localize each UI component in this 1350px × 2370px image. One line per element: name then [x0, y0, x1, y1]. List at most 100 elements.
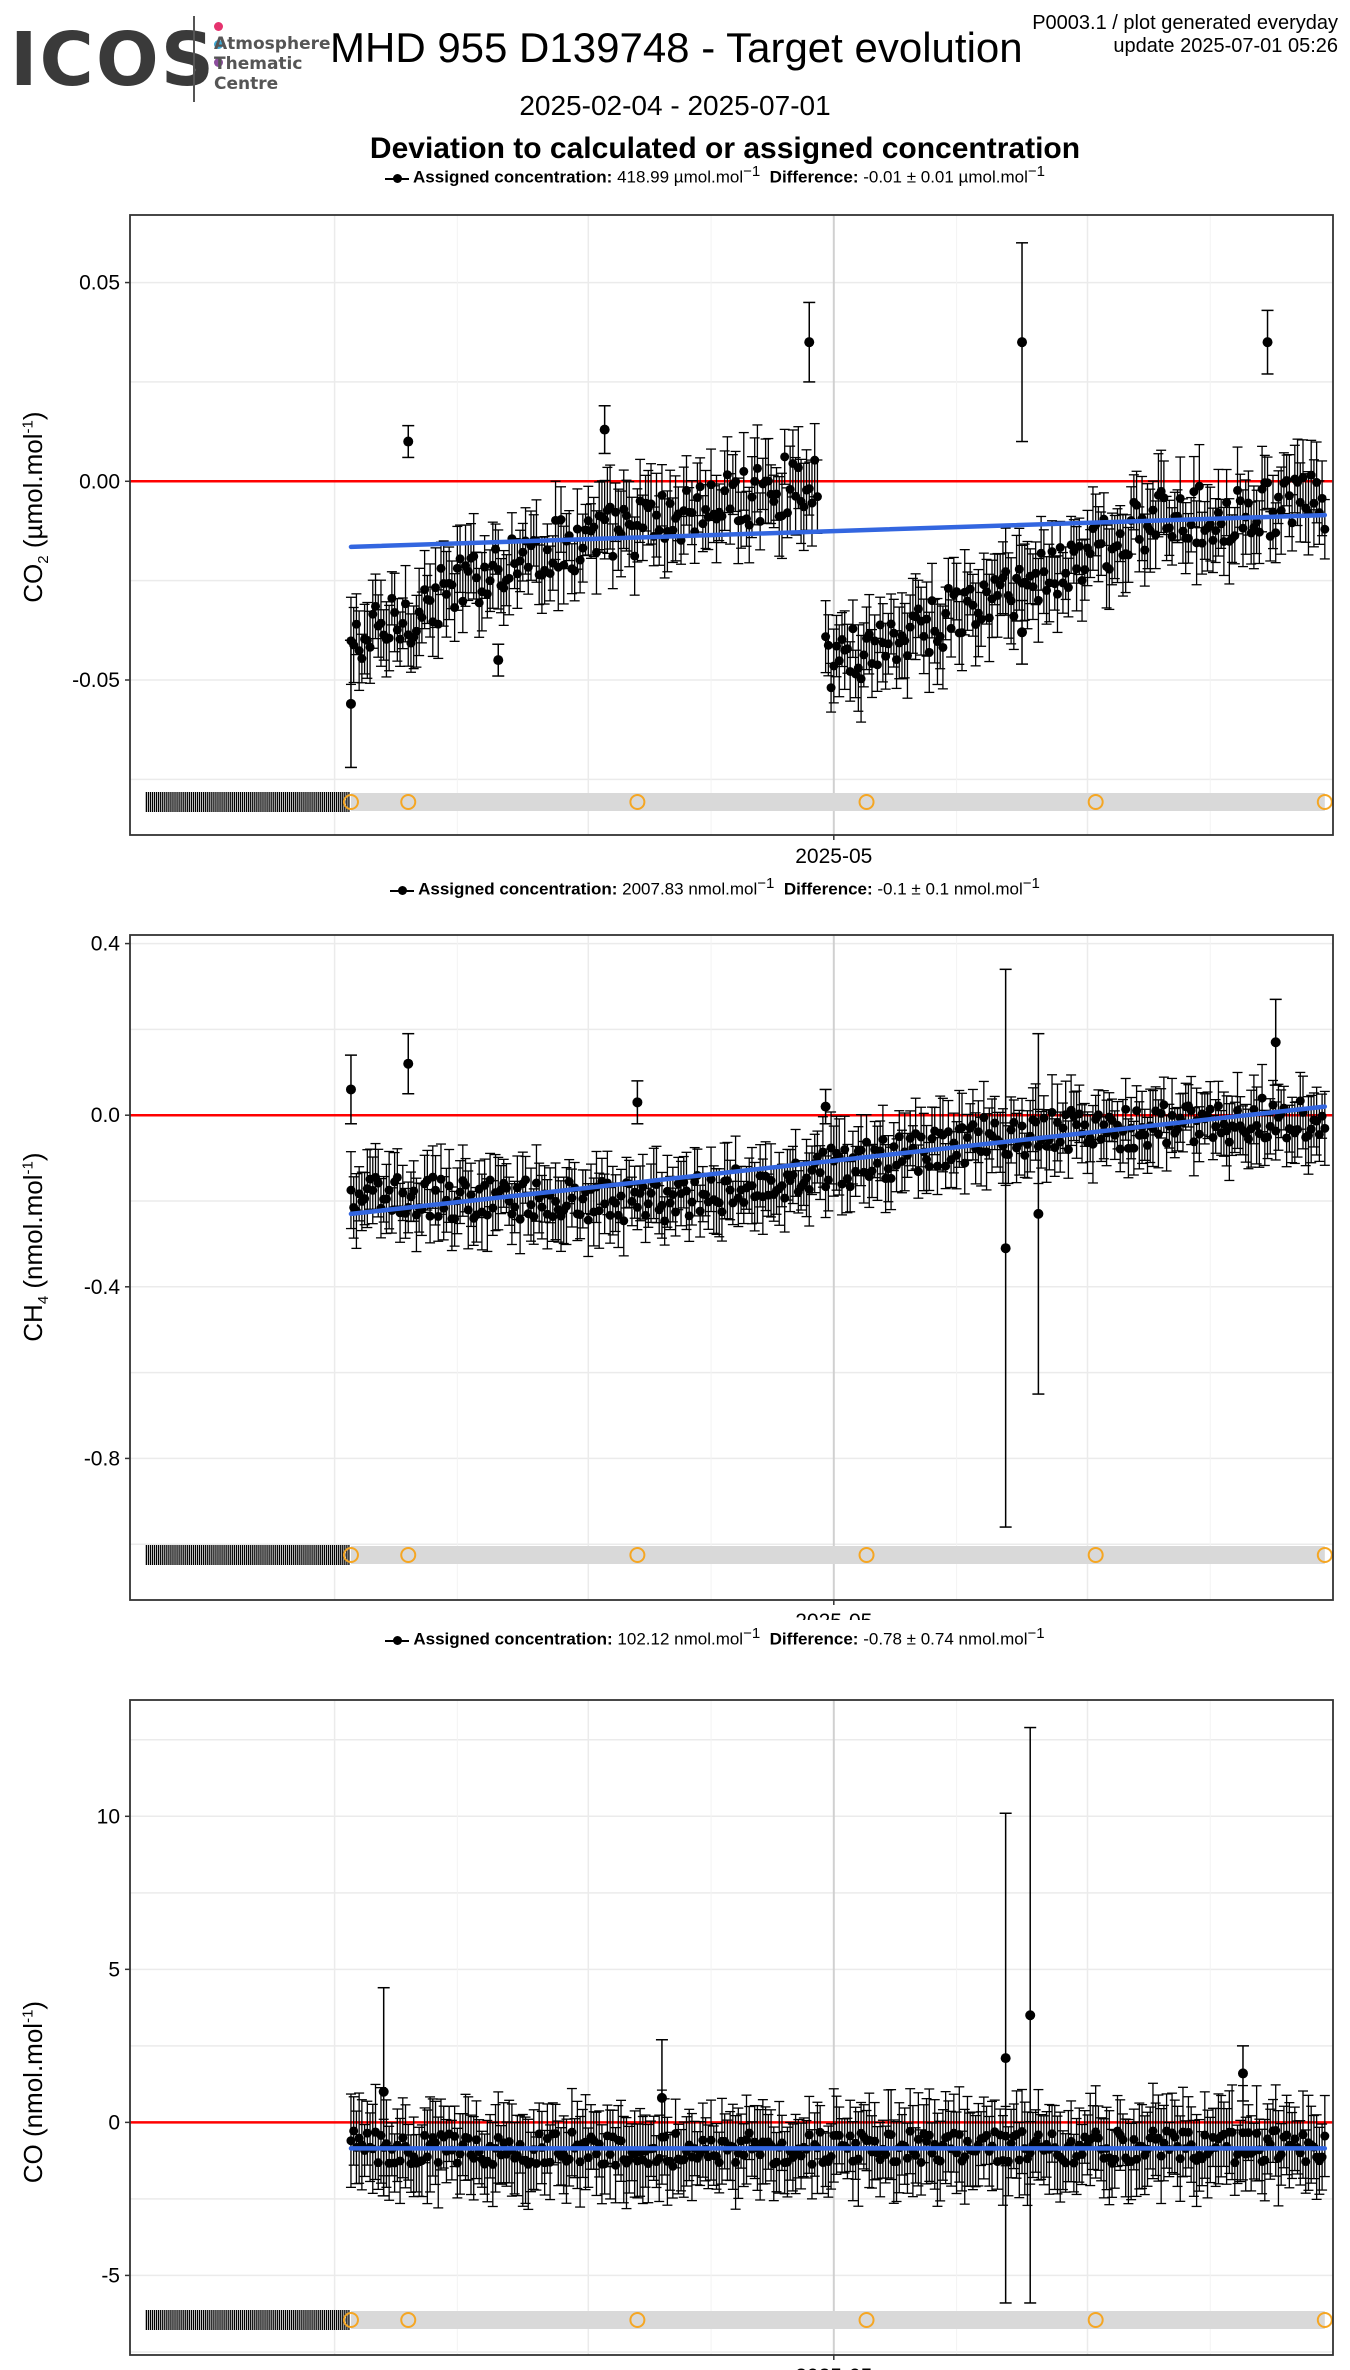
data-point: [1189, 487, 1199, 497]
data-point: [384, 633, 394, 643]
data-point: [1063, 583, 1073, 593]
data-point: [1047, 1107, 1057, 1117]
logo-wordmark: ICOS: [10, 17, 217, 103]
y-tick-label: 10: [97, 1805, 120, 1828]
data-point: [913, 1167, 923, 1177]
data-point: [938, 642, 948, 652]
data-point: [1194, 481, 1204, 491]
calibration-marker: [629, 1547, 646, 1563]
data-point: [1320, 1123, 1330, 1133]
outlier-point: [656, 2092, 667, 2103]
plot-border: [129, 1699, 1334, 2356]
data-point: [886, 1173, 896, 1183]
data-point: [957, 1122, 967, 1132]
data-point: [455, 554, 465, 564]
logo-subtitle-line: Atmosphere: [214, 34, 331, 54]
y-tick-label: -0.8: [84, 1447, 120, 1470]
data-point: [556, 515, 566, 525]
y-tick-label: 0.4: [91, 933, 121, 956]
date-range: 2025-02-04 - 2025-07-01: [519, 90, 831, 121]
calibration-marker: [629, 2312, 646, 2328]
data-point: [1271, 528, 1281, 538]
logo-subtitle-line: Centre: [214, 74, 279, 94]
legend-co: Assigned concentration: 102.12 nmol.mol−…: [0, 1625, 1350, 1650]
legend-difference-value: -0.01 ± 0.01 µmol.mol: [863, 167, 1028, 187]
legend-difference-value: -0.1 ± 0.1 nmol.mol: [877, 879, 1023, 899]
calibration-marker: [400, 794, 417, 810]
data-point: [807, 498, 817, 508]
calibration-marker: [1087, 1547, 1104, 1563]
logo-dot-blue: [214, 40, 223, 49]
outlier-point: [403, 436, 414, 447]
trend-line: [348, 512, 1328, 550]
data-point: [1263, 478, 1273, 488]
outlier-point: [403, 1058, 414, 1069]
outlier-point: [599, 424, 610, 435]
data-point: [482, 1210, 492, 1220]
logo-subtitle: Atmosphere Thematic Centre: [214, 34, 331, 94]
data-point: [812, 492, 822, 502]
calibration-marker: [1316, 1547, 1333, 1563]
data-point: [619, 1216, 629, 1226]
calibration-band: [350, 793, 1325, 811]
legend-assigned-label: Assigned concentration:: [413, 1629, 613, 1649]
outlier-point: [378, 2086, 389, 2097]
outlier-point: [1237, 2068, 1248, 2079]
calibration-marker: [858, 1547, 875, 1563]
data-point: [594, 1206, 604, 1216]
logo-divider: [193, 16, 195, 102]
calibration-marker: [342, 2312, 359, 2328]
x-tick-label: 2025-05: [795, 845, 872, 868]
legend-assigned-value: 2007.83 nmol.mol: [622, 879, 758, 899]
outlier-point: [1017, 627, 1028, 638]
ch4-chart: -0.8 -0.4 0.0 0.4 2025-05: [84, 933, 1334, 1620]
legend-unit-exponent: −1: [743, 163, 761, 180]
logo-dot-purple: [214, 58, 223, 67]
data-point: [1129, 1143, 1139, 1153]
data-point: [1320, 2131, 1330, 2141]
chart-subtitle: Deviation to calculated or assigned conc…: [369, 132, 1081, 165]
calibration-marker: [342, 794, 359, 810]
legend-point-icon: [385, 1634, 410, 1646]
logo-dots-icon: [214, 18, 226, 72]
data-point: [848, 624, 858, 634]
data-point: [425, 1211, 435, 1221]
data-point: [739, 466, 749, 476]
legend-difference-label: Difference:: [769, 1629, 859, 1649]
y-tick-label: 5: [108, 1958, 120, 1981]
x-tick-label: 2025-05: [795, 2365, 872, 2370]
plot-area: [130, 1700, 1333, 2355]
data-point: [823, 640, 833, 650]
legend-assigned-value: 418.99 µmol.mol: [617, 167, 744, 187]
data-point: [1320, 524, 1330, 534]
plot-id-text: P0003.1 / plot generated everyday: [1032, 12, 1338, 34]
data-point: [504, 573, 514, 583]
legend-ch4: Assigned concentration: 2007.83 nmol.mol…: [0, 875, 1350, 900]
legend-point-icon: [385, 172, 410, 184]
plot-border: [129, 214, 1334, 836]
plot-meta: P0003.1 / plot generated everyday update…: [1032, 12, 1338, 58]
outlier-point: [1270, 1037, 1281, 1048]
data-point: [1047, 547, 1057, 557]
y-tick-label: -0.4: [84, 1276, 121, 1299]
co-chart: -5 0 5 10 2025-05: [97, 1699, 1334, 2370]
data-point: [583, 1215, 593, 1225]
data-point: [924, 647, 934, 657]
update-timestamp: update 2025-07-01 05:26: [1113, 35, 1338, 57]
outlier-point: [820, 1101, 831, 1112]
data-point: [1159, 1100, 1169, 1110]
outlier-point: [1262, 337, 1273, 348]
logo-dot-pink: [214, 22, 223, 31]
data-point: [392, 1172, 402, 1182]
calibration-marker: [629, 794, 646, 810]
plot-area: [130, 935, 1333, 1600]
outlier-point: [1025, 2010, 1036, 2021]
data-point: [1017, 1121, 1027, 1131]
data-point: [608, 551, 618, 561]
outlier-point: [493, 655, 504, 666]
data-point: [1213, 1101, 1223, 1111]
legend-unit-exponent: −1: [757, 875, 775, 892]
data-point: [952, 587, 962, 597]
outlier-point: [345, 1084, 356, 1095]
data-point: [943, 583, 953, 593]
